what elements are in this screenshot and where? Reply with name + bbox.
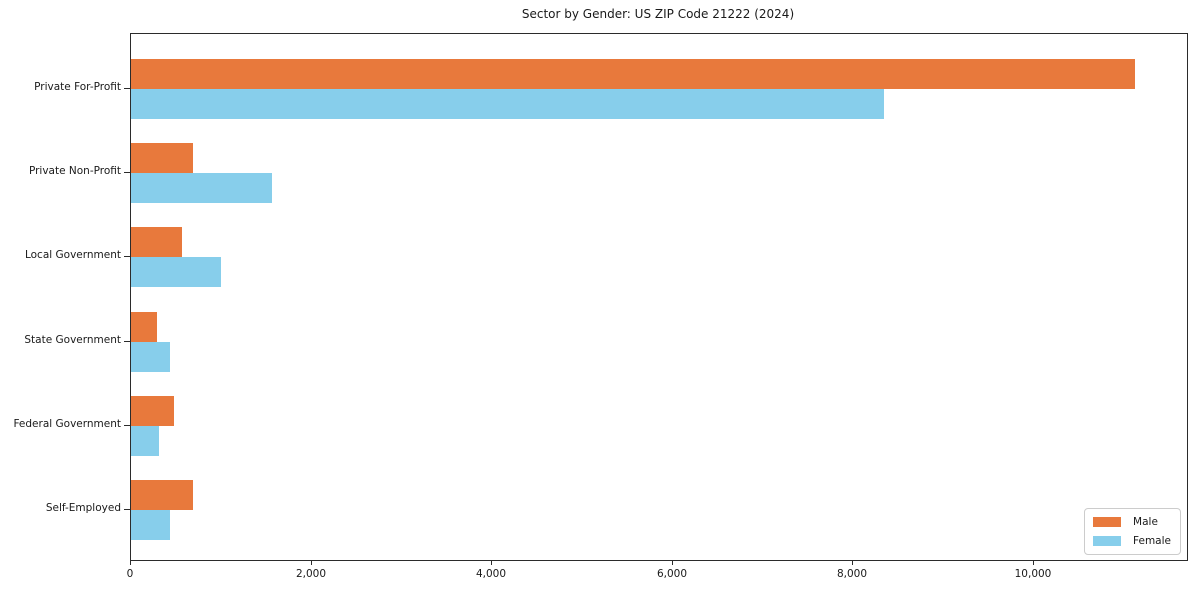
bar-female-local-government [131, 257, 221, 287]
bar-female-self-employed [131, 510, 170, 540]
bar-male-private-non-profit [131, 143, 193, 173]
legend: Male Female [1084, 508, 1181, 555]
y-axis-label-self-employed: Self-Employed [45, 502, 121, 514]
bar-male-federal-government [131, 396, 174, 426]
y-axis-tick [124, 172, 130, 173]
bar-female-private-non-profit [131, 173, 272, 203]
y-axis-label-federal-government: Federal Government [13, 418, 121, 430]
x-axis-tick-label: 2,000 [295, 568, 327, 580]
legend-swatch-male [1093, 517, 1122, 527]
bar-female-federal-government [131, 426, 159, 456]
y-axis-tick [124, 88, 130, 89]
y-axis-label-private-non-profit: Private Non-Profit [28, 165, 121, 177]
legend-item-male: Male [1093, 516, 1171, 528]
bar-male-private-for-profit [131, 59, 1135, 89]
y-axis-label-private-for-profit: Private For-Profit [34, 81, 121, 93]
plot-area: Male Female [130, 33, 1188, 561]
x-axis-tick [130, 560, 131, 565]
x-axis-tick-label: 8,000 [836, 568, 868, 580]
x-axis-tick [491, 560, 492, 565]
x-axis-tick-label: 10,000 [1014, 568, 1052, 580]
legend-label-female: Female [1133, 535, 1171, 547]
x-axis-tick-label: 6,000 [656, 568, 688, 580]
legend-swatch-female [1093, 536, 1122, 546]
x-axis-tick [311, 560, 312, 565]
y-axis-tick [124, 341, 130, 342]
y-axis-tick [124, 256, 130, 257]
bar-male-local-government [131, 227, 182, 257]
bar-female-state-government [131, 342, 170, 372]
y-axis-tick [124, 425, 130, 426]
x-axis-tick-label: 4,000 [475, 568, 507, 580]
bar-male-state-government [131, 312, 157, 342]
bar-female-private-for-profit [131, 89, 884, 119]
x-axis-tick-label: 0 [126, 568, 134, 580]
y-axis-label-local-government: Local Government [24, 249, 121, 261]
x-axis-tick [672, 560, 673, 565]
legend-item-female: Female [1093, 535, 1171, 547]
chart-title: Sector by Gender: US ZIP Code 21222 (202… [521, 7, 795, 21]
y-axis-tick [124, 509, 130, 510]
legend-label-male: Male [1133, 516, 1158, 528]
x-axis-tick [1033, 560, 1034, 565]
bar-male-self-employed [131, 480, 193, 510]
x-axis-tick [852, 560, 853, 565]
y-axis-label-state-government: State Government [24, 334, 121, 346]
